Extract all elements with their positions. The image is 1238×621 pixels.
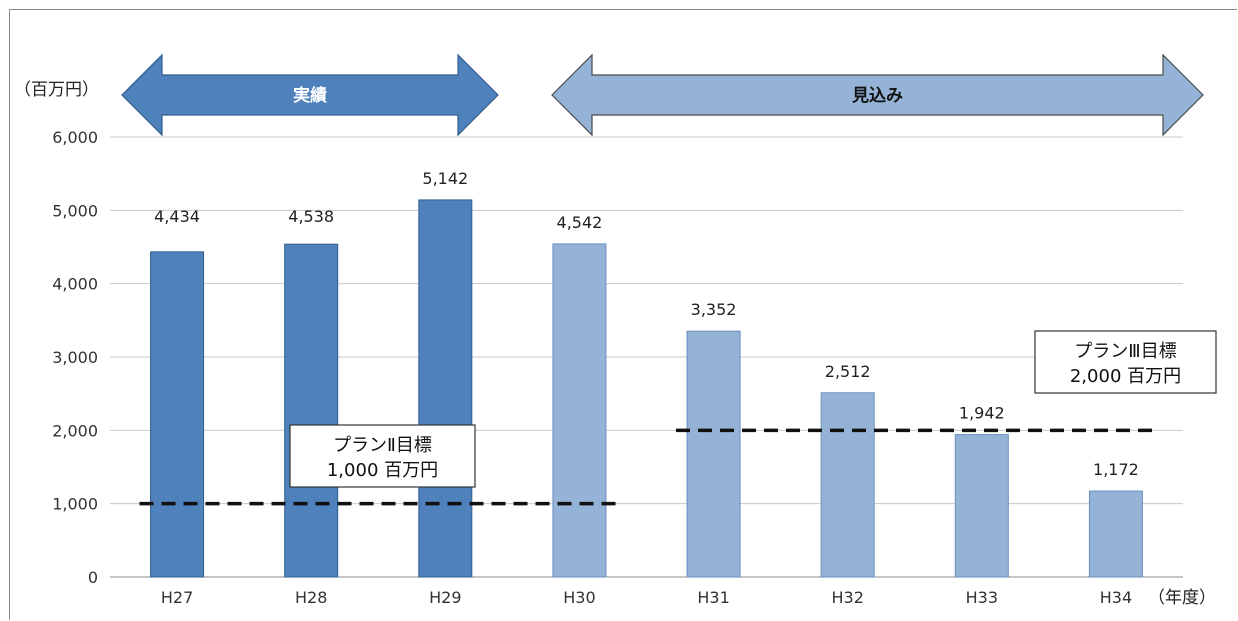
x-tick-label: H27 <box>161 588 193 607</box>
bar-value-label: 4,434 <box>154 207 200 226</box>
target-lines: プランⅡ目標 1,000 百万円 プランⅢ目標 2,000 百万円 <box>139 330 1217 506</box>
x-tick-label: H32 <box>831 588 863 607</box>
target-box-title: プランⅡ目標 <box>333 435 432 456</box>
target-box <box>1034 330 1217 394</box>
bar-H29 <box>418 199 473 578</box>
chart-frame <box>9 9 1237 620</box>
bars <box>150 199 1143 578</box>
x-axis-ticks: H27 H28 H29 H30 H31 H32 H33 H34 <box>161 588 1132 607</box>
bar-value-label: 1,942 <box>959 404 1005 423</box>
phase-arrows: 実績 見込み <box>121 53 1204 137</box>
y-axis-unit-label: （百万円） <box>14 80 99 100</box>
target-box-title: プランⅢ目標 <box>1074 341 1176 362</box>
bar-H33 <box>954 434 1009 578</box>
bar-value-label: 1,172 <box>1093 460 1139 479</box>
bar-H34 <box>1088 490 1143 578</box>
phase-arrow <box>551 53 1204 137</box>
bar-H31 <box>686 330 741 578</box>
bar-value-label: 4,538 <box>288 207 334 226</box>
target-box <box>289 424 476 488</box>
x-tick-label: H29 <box>429 588 461 607</box>
phase-arrow <box>121 53 499 137</box>
bar-H27 <box>150 251 205 578</box>
bar-value-label: 3,352 <box>691 300 737 319</box>
bar-H30 <box>552 243 607 578</box>
bar-value-label: 5,142 <box>422 169 468 188</box>
y-tick-label: 2,000 <box>52 421 98 440</box>
y-tick-label: 3,000 <box>52 348 98 367</box>
x-tick-label: H33 <box>966 588 998 607</box>
y-tick-label: 1,000 <box>52 495 98 514</box>
target-box-value: 1,000 百万円 <box>327 460 438 481</box>
bar-H32 <box>820 392 875 578</box>
y-axis-ticks: 0 1,000 2,000 3,000 4,000 5,000 6,000 <box>52 128 98 587</box>
x-tick-label: H34 <box>1100 588 1132 607</box>
x-tick-label: H28 <box>295 588 327 607</box>
x-tick-label: H30 <box>563 588 595 607</box>
gridlines <box>110 136 1183 578</box>
bar-value-labels: 4,434 4,538 5,142 4,542 3,352 2,512 1,942 1,172 <box>154 169 1139 479</box>
bar-value-label: 2,512 <box>825 362 871 381</box>
y-tick-label: 4,000 <box>52 275 98 294</box>
x-axis-unit-label: （年度） <box>1148 588 1216 608</box>
phase-arrow-label: 見込み <box>851 86 903 106</box>
target-box-value: 2,000 百万円 <box>1070 366 1181 387</box>
y-tick-label: 5,000 <box>52 201 98 220</box>
x-tick-label: H31 <box>697 588 729 607</box>
y-tick-label: 6,000 <box>52 128 98 147</box>
bar-H28 <box>284 243 339 578</box>
phase-arrow-label: 実績 <box>293 85 327 106</box>
bar-value-label: 4,542 <box>557 213 603 232</box>
y-tick-label: 0 <box>88 568 98 587</box>
